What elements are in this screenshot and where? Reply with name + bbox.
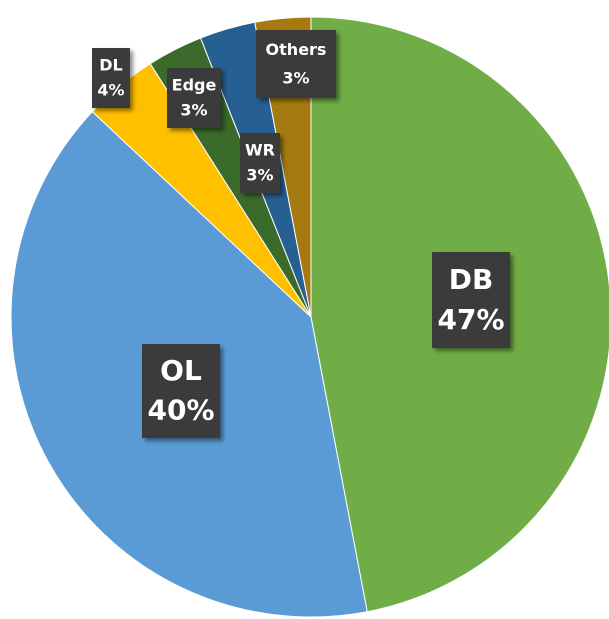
slice-value: 40% [147,394,214,427]
slice-name: DB [449,263,494,296]
slice-value: 3% [282,68,309,87]
label-box [142,344,220,438]
label-box [256,30,336,98]
slice-value: 3% [180,101,207,120]
slice-value: 47% [437,303,504,336]
slice-value: 3% [246,166,273,185]
slice-name: WR [245,141,275,160]
labels: DB 47% OL 40% DL 4% Edge 3% WR 3% Others 3% [92,30,510,438]
label-box [92,48,130,108]
label-box [432,252,510,348]
slice-name: DL [99,56,122,75]
slice-name: Edge [172,76,217,95]
label-box [240,133,280,193]
label-box [167,68,221,128]
slice-name: Others [266,40,327,59]
slice-name: OL [160,354,202,387]
slice-value: 4% [97,81,124,100]
